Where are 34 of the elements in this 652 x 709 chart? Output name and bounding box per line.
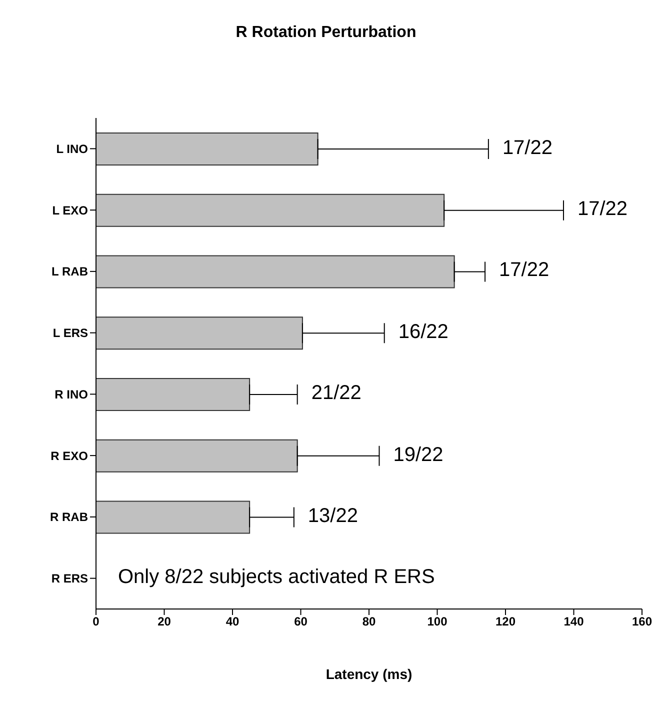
annotation: 13/22 (308, 504, 358, 528)
annotation: Only 8/22 subjects activated R ERS (118, 566, 435, 590)
y-tick-label: R RAB (50, 510, 88, 524)
annotation: 17/22 (502, 136, 552, 160)
x-tick-label: 140 (564, 614, 584, 629)
annotation: 17/22 (499, 259, 550, 282)
bar (96, 255, 455, 288)
y-tick-label: L RAB (52, 264, 88, 279)
annotation: 21/22 (311, 382, 362, 406)
y-tick-label: L EXO (52, 203, 88, 218)
x-tick-label: 120 (495, 614, 516, 629)
y-tick-label: L INO (56, 142, 88, 156)
bar (96, 194, 445, 227)
bar (96, 500, 250, 534)
x-tick-label: 80 (362, 614, 376, 629)
x-tick-label: 0 (92, 614, 100, 629)
x-tick-label: 100 (427, 614, 448, 629)
bar (96, 439, 298, 472)
annotation: 19/22 (393, 444, 444, 467)
bar (96, 316, 303, 350)
y-tick-label: R ERS (51, 572, 88, 586)
x-tick-label: 60 (294, 614, 308, 629)
y-tick-label: L ERS (52, 326, 88, 340)
y-tick-label: R EXO (50, 448, 88, 463)
x-tick-label: 20 (158, 614, 172, 629)
annotation: 17/22 (578, 198, 628, 222)
chart-title: R Rotation Perturbation (234, 24, 418, 42)
x-tick-label: 160 (632, 614, 652, 629)
bar (96, 132, 318, 166)
y-tick-label: R INO (54, 387, 88, 402)
bar (96, 378, 250, 411)
annotation: 16/22 (398, 320, 448, 344)
x-axis-title: Latency (ms) (326, 666, 412, 682)
x-tick-label: 40 (226, 614, 240, 629)
